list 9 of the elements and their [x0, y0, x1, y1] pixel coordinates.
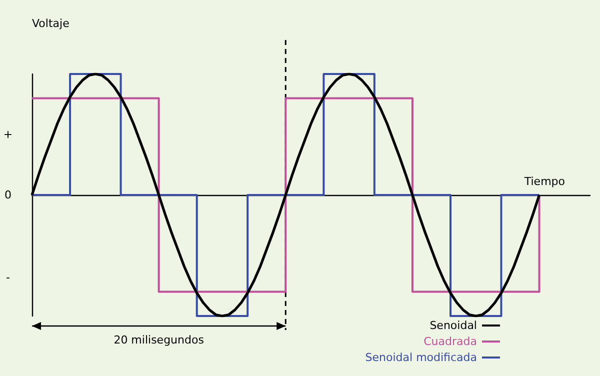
text: 20 milisegundos [114, 334, 204, 346]
legend-label: Senoidal [430, 319, 477, 332]
legend-label: Cuadrada [424, 335, 477, 348]
y-axis-title: Voltaje [32, 17, 70, 30]
x-axis-title: Tiempo [523, 175, 566, 188]
text: + [3, 128, 13, 141]
text: - [6, 270, 10, 284]
legend-label: Senoidal modificada [365, 351, 477, 364]
text: 0 [4, 188, 12, 202]
